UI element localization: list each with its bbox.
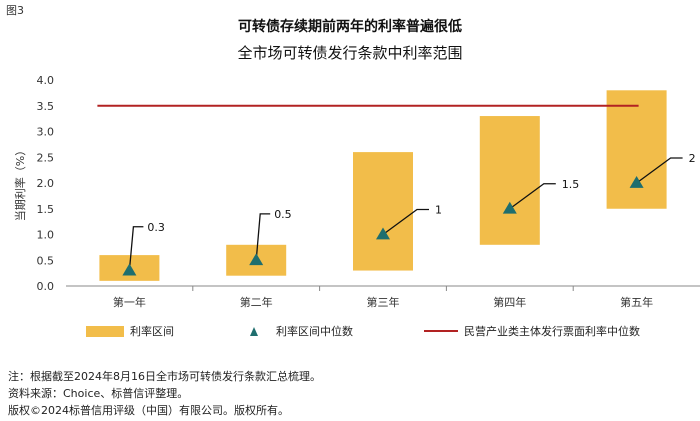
y-tick-label: 0.5: [37, 254, 55, 267]
footnotes: 注：根据截至2024年8月16日全市场可转债发行条款汇总梳理。 资料来源：Cho…: [8, 368, 321, 419]
legend-label-reference: 民营产业类主体发行票面利率中位数: [464, 325, 640, 338]
legend-label-range: 利率区间: [130, 325, 174, 338]
y-tick-label: 2.0: [37, 177, 55, 190]
median-leader-line: [255, 213, 271, 261]
median-value-label: 1: [435, 204, 442, 217]
x-tick-label: 第五年: [620, 295, 653, 309]
legend-swatch-median: [250, 326, 258, 336]
legend-label-median: 利率区间中位数: [276, 325, 353, 338]
range-bar: [479, 116, 540, 245]
x-tick-label: 第三年: [367, 295, 400, 309]
median-value-label: 2: [689, 152, 696, 165]
legend-item-median: 利率区间中位数: [250, 323, 353, 339]
legend-swatch-range: [86, 325, 124, 337]
median-leader-line: [128, 226, 144, 271]
chart-title: 可转债存续期前两年的利率普遍很低: [238, 19, 462, 35]
chart-legend: 利率区间 利率区间中位数 民营产业类主体发行票面利率中位数: [0, 323, 700, 341]
legend-item-reference: 民营产业类主体发行票面利率中位数: [424, 323, 640, 339]
range-bar: [606, 90, 667, 209]
median-value-label: 0.3: [147, 221, 165, 234]
median-marker: [249, 253, 264, 266]
median-value-label: 1.5: [562, 178, 580, 191]
median-marker: [629, 176, 644, 188]
footnote-2: 资料来源：Choice、标普信评整理。: [8, 387, 189, 400]
chart-subtitle: 全市场可转债发行条款中利率范围: [237, 44, 463, 62]
y-tick-label: 0.0: [37, 280, 55, 293]
y-axis-title: 当期利率（%）: [13, 145, 27, 221]
median-leader-line: [509, 183, 556, 210]
footnote-1: 注：根据截至2024年8月16日全市场可转债发行条款汇总梳理。: [8, 370, 321, 383]
median-leader-line: [382, 208, 429, 236]
median-marker: [376, 227, 390, 240]
median-marker: [502, 201, 517, 214]
median-leader-line: [636, 157, 683, 184]
legend-item-range: 利率区间: [86, 323, 174, 339]
figure-label: 图3: [6, 4, 24, 17]
footnote-3: 版权©2024标普信用评级（中国）有限公司。版权所有。: [8, 404, 289, 417]
range-bar: [353, 152, 413, 271]
median-marker: [122, 263, 137, 276]
x-tick-label: 第二年: [240, 295, 273, 309]
chart-plot-area: 0.0 0.5 1.0 1.5 2.0 2.5 3.0 3.5 4.0 当期利率（%） 第一年 第二年…: [13, 74, 700, 309]
legend-swatch-reference: [424, 330, 458, 332]
y-tick-label: 1.5: [37, 203, 55, 216]
y-tick-label: 4.0: [37, 74, 55, 87]
y-tick-label: 2.5: [37, 151, 55, 164]
median-value-label: 0.5: [274, 208, 292, 221]
y-tick-label: 1.0: [37, 229, 55, 242]
x-tick-label: 第一年: [113, 295, 146, 309]
y-tick-label: 3.5: [37, 100, 55, 113]
y-tick-label: 3.0: [37, 126, 55, 139]
x-tick-label: 第四年: [493, 295, 526, 309]
